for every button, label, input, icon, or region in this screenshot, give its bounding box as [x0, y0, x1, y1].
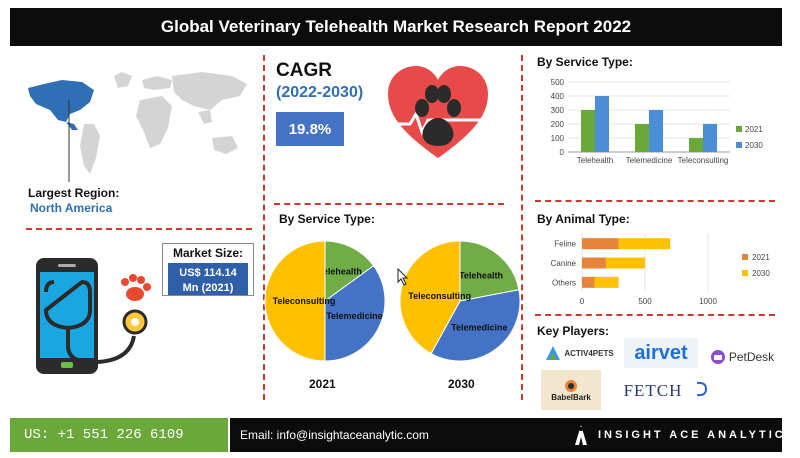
- y-tick-label: Canine: [551, 259, 577, 268]
- babelbark-logo: BabelBark: [541, 370, 601, 410]
- legend-swatch: [736, 126, 742, 132]
- report-title: Global Veterinary Telehealth Market Rese…: [10, 8, 782, 46]
- footer-bar: [230, 418, 782, 452]
- cagr-value: 19.8%: [276, 112, 344, 146]
- pie-slice-label: Teleconsulting: [273, 296, 336, 306]
- x-tick-label: 500: [638, 297, 652, 306]
- cagr-years: (2022-2030): [276, 84, 364, 101]
- heart-paw-icon: [384, 66, 488, 158]
- largest-region-value: North America: [30, 201, 113, 215]
- x-tick-label: Teleconsulting: [678, 156, 729, 165]
- legend-label: 2030: [745, 141, 763, 150]
- pie-slice-teleconsulting: [264, 240, 326, 362]
- x-tick-label: Telehealth: [577, 156, 613, 165]
- petdesk-text: PetDesk: [728, 350, 775, 364]
- y-tick-label: 0: [560, 148, 565, 157]
- market-size-value-line2: Mn (2021): [182, 282, 234, 294]
- key-players-title: Key Players:: [537, 324, 610, 338]
- footer-brand: INSIGHT ACE ANALYTIC: [598, 429, 786, 441]
- babelbark-icon: [565, 379, 577, 392]
- bar-2030: [595, 96, 609, 152]
- partial-logo-icon: [696, 381, 708, 397]
- divider-right: [521, 55, 523, 400]
- x-tick-label: 0: [580, 297, 585, 306]
- bar-2030: [649, 110, 663, 152]
- bar-2030: [703, 124, 717, 152]
- market-size-label: Market Size:: [172, 246, 244, 260]
- legend-swatch: [742, 270, 748, 276]
- service-bar-chart: 0 100 200 300 400 500 Telehealth Telemedicine Te…: [551, 78, 764, 165]
- x-tick-label: 1000: [699, 297, 717, 306]
- petdesk-icon: [710, 350, 725, 364]
- service-bar-title: By Service Type:: [537, 55, 633, 69]
- phone-stethoscope-icon: [36, 258, 151, 374]
- market-size-value: US$ 114.14 Mn (2021): [168, 263, 248, 295]
- y-tick-label: 500: [551, 78, 565, 87]
- bar-2021: [582, 276, 595, 288]
- mouse-cursor-icon: [397, 268, 409, 286]
- bar-2030: [594, 276, 619, 288]
- pie-slice-label: Telemedicine: [451, 323, 507, 333]
- pie-2030-year: 2030: [448, 377, 475, 391]
- bar-2021: [689, 138, 703, 152]
- bar-2030: [605, 257, 645, 269]
- legend-swatch: [742, 254, 748, 260]
- babelbark-text: BabelBark: [551, 392, 591, 402]
- legend-label: 2030: [752, 269, 770, 278]
- y-tick-label: 400: [551, 92, 565, 101]
- market-size-card: Market Size: US$ 114.14 Mn (2021): [162, 243, 254, 296]
- pie-slice-telehealth: [459, 240, 520, 302]
- pie-slice-label: Teleconsulting: [408, 291, 471, 301]
- cagr-label: CAGR: [276, 60, 332, 81]
- x-tick-label: Telemedicine: [626, 156, 673, 165]
- petdesk-logo: PetDesk: [702, 346, 782, 368]
- bar-2021: [582, 257, 606, 269]
- footer-phone[interactable]: US: +1 551 226 6109: [10, 418, 228, 452]
- activ4pets-logo: ACTIV4PETS: [538, 342, 620, 364]
- divider-left-mid: [26, 228, 252, 230]
- legend-swatch: [736, 142, 742, 148]
- y-tick-label: 200: [551, 120, 565, 129]
- airvet-text: airvet: [634, 341, 688, 364]
- divider-center-mid: [274, 203, 504, 205]
- animal-bar-chart: 0 500 1000 Feline Canine Others 2021 2030: [551, 234, 770, 306]
- bar-2021: [581, 110, 595, 152]
- divider-left: [263, 55, 265, 400]
- service-pies-chart: Telehealth Telemedicine Teleconsulting Tele…: [264, 240, 521, 362]
- brand-logo-icon: [575, 425, 587, 445]
- pie-2021-year: 2021: [309, 377, 336, 391]
- pie-slice-label: Telehealth: [459, 271, 503, 281]
- y-tick-label: Feline: [554, 240, 576, 249]
- airvet-logo: airvet: [624, 338, 698, 368]
- largest-region-label: Largest Region:: [28, 186, 120, 200]
- y-tick-label: 300: [551, 106, 565, 115]
- y-tick-label: Others: [552, 278, 576, 287]
- animal-bar-title: By Animal Type:: [537, 212, 630, 226]
- pie-slice-telemedicine: [430, 289, 521, 362]
- divider-right-low: [535, 314, 775, 316]
- pie-slice-telehealth: [324, 240, 375, 302]
- pie-slice-label: Telehealth: [318, 267, 362, 277]
- pie-slice-label: Telemedicine: [326, 311, 382, 321]
- legend-label: 2021: [752, 253, 770, 262]
- market-size-value-line1: US$ 114.14: [179, 267, 237, 279]
- fetch-text: FETCH: [623, 381, 683, 400]
- footer-email[interactable]: Email: info@insightaceanalytic.com: [240, 428, 429, 442]
- y-tick-label: 100: [551, 134, 565, 143]
- bar-2030: [618, 238, 671, 250]
- activ4pets-text: ACTIV4PETS: [564, 348, 614, 358]
- fetch-logo: FETCH: [620, 378, 686, 404]
- pie-slice-telemedicine: [324, 265, 386, 362]
- bar-2021: [582, 238, 619, 250]
- pie-slice-teleconsulting: [399, 240, 461, 355]
- legend-label: 2021: [745, 125, 763, 134]
- activ4pets-icon: [546, 346, 561, 360]
- bar-2021: [635, 124, 649, 152]
- divider-right-mid: [535, 200, 775, 202]
- pie-section-title: By Service Type:: [279, 212, 375, 226]
- world-map-icon: [28, 72, 247, 182]
